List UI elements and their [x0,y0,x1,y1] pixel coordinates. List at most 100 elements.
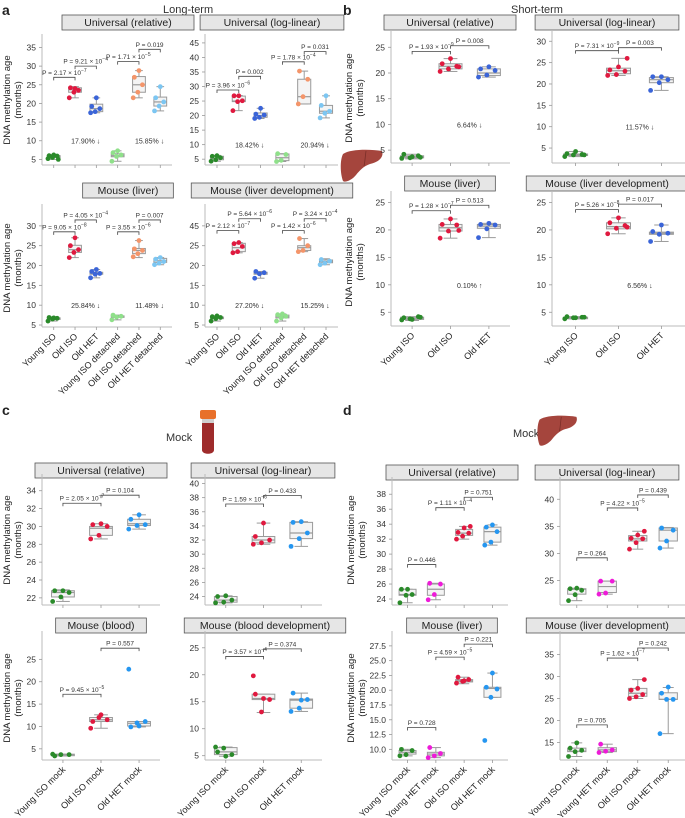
data-point [142,522,148,528]
p-value-label: P = 0.242 [639,640,667,647]
y-tick-label: 45 [190,38,200,48]
chart-title: Universal (relative) [84,17,172,29]
box [289,521,314,540]
y-tick-label: 40 [545,494,555,504]
data-point [231,93,237,99]
y-tick-label: 28 [377,564,387,574]
y-tick-label: 27.5 [369,641,386,651]
y-tick-label: 15 [376,252,386,262]
data-point [161,259,167,264]
data-point [564,314,570,320]
chart-title: Universal (log-linear) [215,465,312,477]
data-point [409,317,415,322]
chart-title: Mouse (liver) [98,185,159,197]
data-point [110,312,116,318]
data-point [223,753,229,759]
data-point [399,155,405,161]
percent-change-annotation: 27.20% ↓ [235,303,264,310]
data-point [136,723,142,729]
data-point [213,744,218,750]
chart-title: Mouse (liver) [422,620,483,632]
data-point [425,597,431,603]
y-tick-label: 5 [31,154,36,164]
data-point [305,243,311,249]
data-point [261,112,267,118]
data-point [456,64,462,70]
data-point [490,670,495,676]
significance-bracket [100,494,140,499]
data-point [456,228,462,233]
p-value-label: P = 0.221 [464,637,492,644]
data-point [295,101,301,107]
series-young-iso-mock [397,586,417,606]
series-old-iso-mock [454,524,474,542]
data-point [98,521,104,527]
data-point [640,692,646,697]
significance-bracket [407,727,437,731]
series-old-het-mock [288,690,314,714]
y-tick-label: 30 [27,221,37,231]
percent-change-annotation: 11.57% ↓ [626,125,655,132]
series-old-het [648,74,674,93]
y-tick-label: 28 [190,563,200,573]
series-old-het [252,269,268,281]
data-point [461,525,467,531]
y-axis-label: (months) [355,243,366,280]
data-point [239,98,245,104]
data-point [288,543,294,549]
p-value-label: P = 0.705 [578,717,606,724]
data-point [92,271,98,277]
data-point [209,314,215,320]
data-point [566,598,571,604]
y-tick-label: 34 [27,486,37,496]
data-point [627,546,632,552]
significance-bracket [606,657,639,662]
data-point [431,753,437,759]
p-value-label: P = 0.003 [626,40,654,47]
data-point [635,685,641,691]
data-point [253,111,259,117]
data-point [486,64,492,70]
data-point [290,690,296,696]
data-point [66,255,72,260]
series-young-iso [562,149,589,159]
data-point [483,684,489,690]
data-point [250,541,256,547]
data-point [490,522,495,528]
data-point [572,749,578,755]
series-young-iso-mock [566,740,587,759]
data-point [118,313,124,319]
data-point [297,68,302,74]
data-point [223,593,229,599]
data-point [104,524,110,529]
data-point [567,586,573,592]
section-title-mock-liver: Mock [513,428,540,440]
data-point [252,275,258,281]
p-value-label: P = 0.264 [578,550,606,557]
significance-bracket [637,647,669,651]
significance-bracket [463,643,493,648]
data-point [134,523,140,528]
data-point [446,228,451,234]
data-point [399,586,404,592]
p-value-label: P = 9.45 × 10−5 [60,685,105,694]
p-value-label: P = 2.17 × 10−7 [42,68,87,77]
data-point [261,520,266,526]
data-point [88,536,94,542]
data-point [403,752,409,758]
significance-bracket [138,48,161,53]
data-point [208,158,214,164]
data-point [235,249,241,255]
y-tick-label: 25 [545,576,555,586]
data-point [156,103,162,109]
y-tick-label: 25 [376,42,386,52]
y-tick-label: 15 [27,280,37,290]
data-point [409,592,415,597]
y-axis-label: DNA methylation age [346,653,357,742]
x-tick-label: Young ISO mock [13,764,68,818]
data-point [613,72,619,77]
p-value-label: P = 1.78 × 10−4 [271,52,316,61]
y-tick-label: 25 [27,241,37,251]
y-tick-label: 36 [190,507,200,517]
data-point [627,696,632,701]
